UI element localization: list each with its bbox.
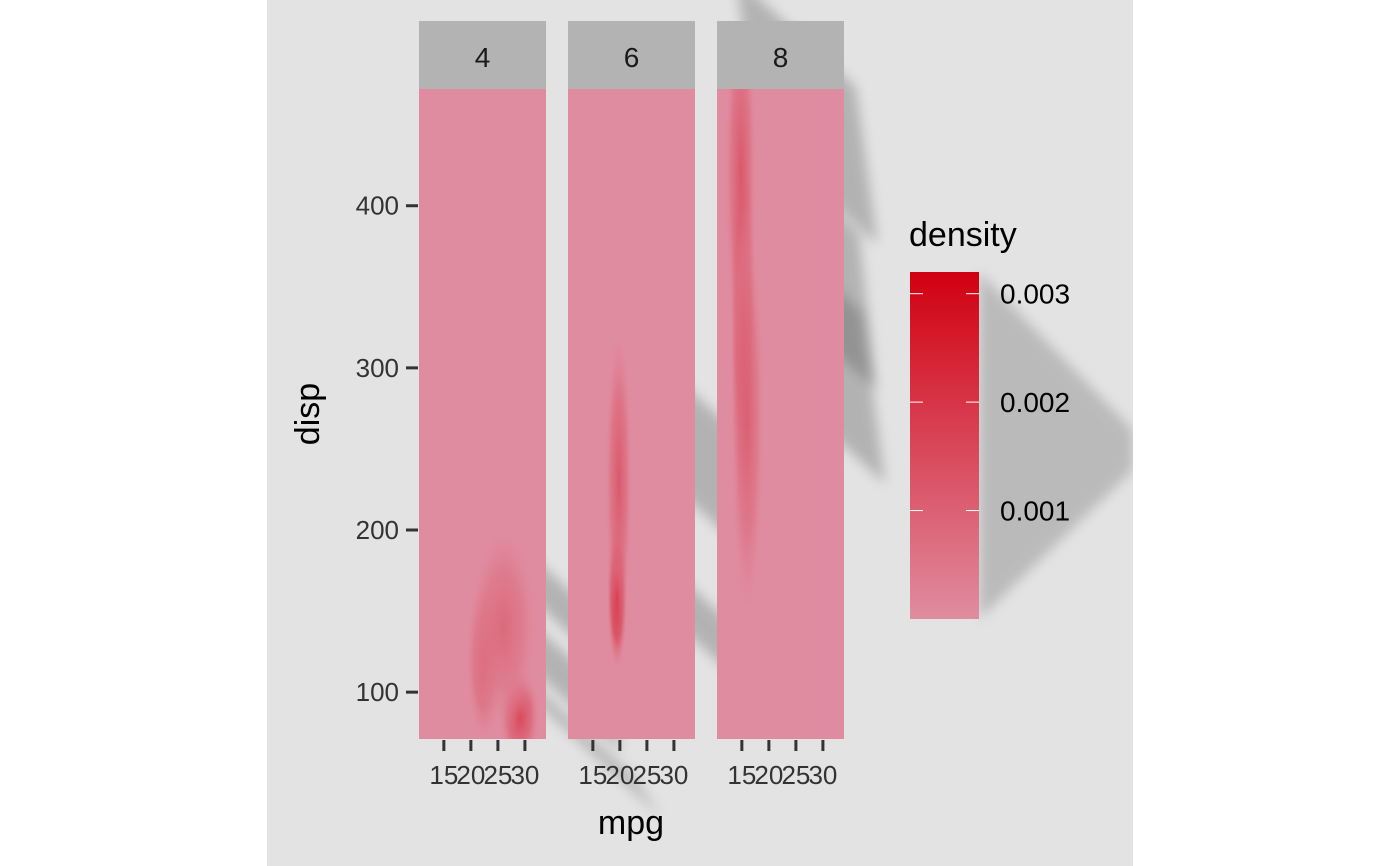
facet-panel-6: 6 (568, 21, 695, 739)
density-tiles (604, 320, 634, 674)
legend-shadow (979, 272, 1133, 619)
legend-colorbar (910, 272, 979, 619)
facet-strip (717, 21, 844, 89)
x-tick-label: 20 (754, 760, 783, 790)
legend-label: 0.001 (1000, 496, 1070, 527)
x-tick-label: 30 (510, 760, 539, 790)
facet-strip (419, 21, 546, 89)
density-shadow (513, 666, 661, 817)
x-tick-label: 25 (483, 760, 512, 790)
density-peak (604, 320, 634, 642)
legend-ticks: 0.001 0.002 0.003 (910, 279, 1070, 527)
x-tick-label: 20 (605, 760, 634, 790)
density-peak (729, 202, 766, 631)
x-axis-title: mpg (598, 804, 664, 842)
facet-strip (568, 21, 695, 89)
y-tick-label: 200 (356, 515, 399, 545)
legend: density 0.001 0.002 0.003 (909, 216, 1070, 619)
density-tiles (465, 520, 541, 739)
x-tick-label: 15 (727, 760, 756, 790)
y-axis-title: disp (289, 383, 327, 445)
density-peak (467, 520, 539, 735)
legend-label: 0.003 (1000, 279, 1070, 310)
y-tick-label: 400 (356, 191, 399, 221)
facet-panel-4: 4 (419, 21, 546, 739)
facet-strip-label: 8 (773, 42, 789, 73)
y-tick-label: 100 (356, 677, 399, 707)
facet-strip-label: 6 (624, 42, 640, 73)
x-tick-label: 15 (578, 760, 607, 790)
legend-label: 0.002 (1000, 387, 1070, 418)
facet-panels: 4 6 8 (419, 21, 844, 739)
density-tiles (724, 89, 766, 631)
x-tick-label: 30 (808, 760, 837, 790)
legend-title: density (909, 216, 1017, 254)
facet-strip-label: 4 (475, 42, 491, 73)
x-tick-label: 15 (429, 760, 458, 790)
x-tick-label: 20 (456, 760, 485, 790)
y-axis: 100 200 300 400 (356, 191, 418, 707)
x-tick-label: 25 (781, 760, 810, 790)
y-tick-label: 300 (356, 353, 399, 383)
facet-panel-8: 8 (717, 21, 844, 739)
x-tick-label: 30 (659, 760, 688, 790)
x-tick-label: 25 (632, 760, 661, 790)
